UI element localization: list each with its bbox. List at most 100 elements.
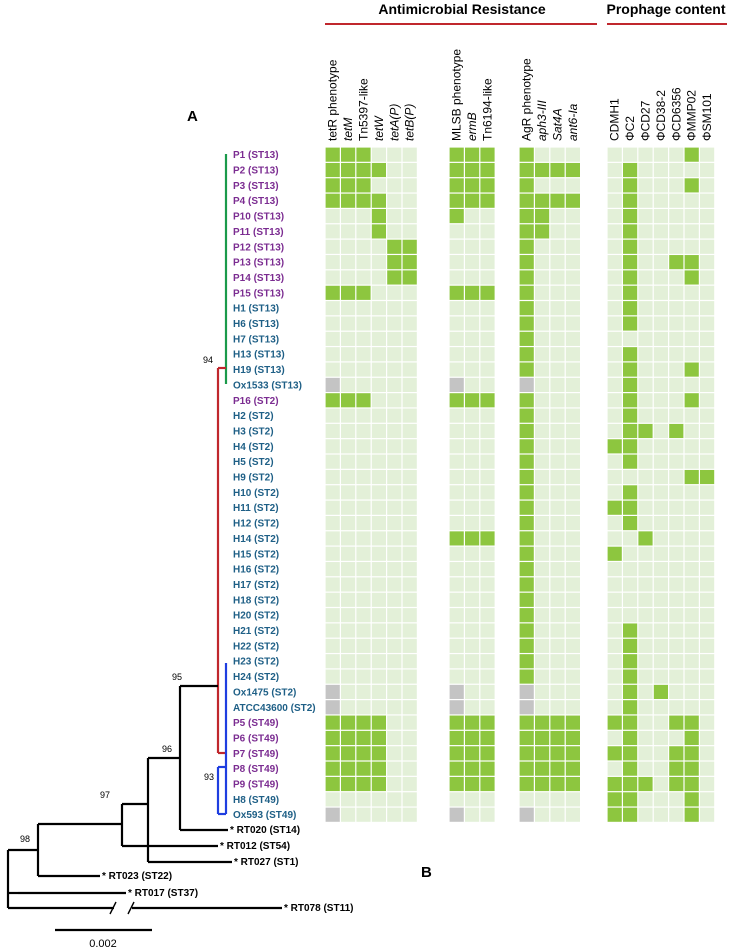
cell-absent [341, 408, 356, 423]
cell-absent [356, 362, 371, 377]
cell-present [341, 730, 356, 746]
cell-absent [550, 239, 565, 254]
cell-present [623, 347, 638, 362]
cell-absent [387, 469, 402, 485]
cell-present [356, 761, 371, 776]
cell-absent [653, 623, 668, 638]
cell-present [623, 193, 638, 208]
cell-absent [371, 531, 386, 546]
column-label: tetM [341, 118, 355, 141]
cell-present [623, 500, 638, 515]
cell-absent [638, 209, 653, 224]
cell-absent [341, 439, 356, 454]
cell-absent [356, 469, 371, 485]
cell-absent [684, 285, 699, 300]
cell-absent [550, 608, 565, 623]
cell-absent [607, 255, 622, 270]
cell-absent [550, 669, 565, 684]
cell-absent [465, 684, 480, 699]
cell-absent [402, 562, 417, 577]
cell-absent [449, 485, 464, 500]
cell-absent [371, 316, 386, 331]
cell-present [356, 730, 371, 746]
tip-label: H10 (ST2) [233, 488, 279, 499]
cell-absent [684, 562, 699, 577]
cell-present [519, 608, 534, 623]
cell-present [535, 162, 550, 178]
cell-absent [325, 454, 340, 469]
cell-absent [653, 469, 668, 485]
cell-absent [565, 408, 580, 423]
cell-present [565, 776, 580, 792]
cell-present [356, 162, 371, 178]
cell-absent [356, 608, 371, 623]
cell-absent [653, 577, 668, 592]
cell-absent [653, 362, 668, 377]
cell-absent [700, 239, 715, 254]
cell-absent [684, 700, 699, 715]
cell-absent [535, 792, 550, 807]
cell-absent [402, 669, 417, 684]
cell-absent [653, 592, 668, 607]
tip-label: H14 (ST2) [233, 534, 279, 545]
cell-absent [387, 577, 402, 592]
cell-absent [402, 608, 417, 623]
cell-absent [550, 301, 565, 316]
cell-present [623, 393, 638, 408]
cell-present [480, 393, 495, 408]
cell-present [535, 746, 550, 761]
cell-absent [449, 792, 464, 807]
tip-labels: P1 (ST13) P2 (ST13) P3 (ST13) P4 (ST13) P10 … [233, 150, 316, 821]
cell-present [519, 746, 534, 761]
cell-absent [607, 408, 622, 423]
cell-absent [638, 792, 653, 807]
cell-absent [480, 638, 495, 653]
cell-absent [371, 285, 386, 300]
cell-absent [535, 316, 550, 331]
cell-absent [341, 239, 356, 254]
cell-absent [535, 546, 550, 561]
branch-break-mark-1 [109, 901, 117, 915]
tip-label: Ox593 (ST49) [233, 810, 296, 821]
cell-absent [371, 239, 386, 254]
cell-absent [684, 608, 699, 623]
cell-absent [535, 485, 550, 500]
cell-absent [669, 162, 684, 178]
cell-absent [480, 316, 495, 331]
cell-absent [700, 178, 715, 193]
cell-absent [387, 316, 402, 331]
cell-present [638, 531, 653, 546]
cell-absent [387, 654, 402, 669]
cell-absent [387, 761, 402, 776]
cell-absent [371, 792, 386, 807]
cell-absent [387, 730, 402, 746]
cell-absent [550, 654, 565, 669]
cell-absent [535, 439, 550, 454]
cell-absent [449, 638, 464, 653]
cell-absent [638, 347, 653, 362]
outgroup-rt012: * RT012 (ST54) [220, 841, 290, 852]
cell-absent [465, 239, 480, 254]
cell-present [371, 209, 386, 224]
cell-absent [550, 807, 565, 822]
cell-absent [402, 362, 417, 377]
cell-absent [684, 331, 699, 346]
cell-absent [356, 316, 371, 331]
cell-absent [480, 577, 495, 592]
cell-absent [356, 700, 371, 715]
cell-present [341, 776, 356, 792]
cell-present [356, 193, 371, 208]
cell-absent [638, 362, 653, 377]
cell-present [480, 531, 495, 546]
cell-present [669, 715, 684, 730]
cell-present [607, 792, 622, 807]
cell-absent [535, 362, 550, 377]
column-label: ΦCD6356 [669, 87, 683, 141]
cell-present [607, 546, 622, 561]
cell-present [535, 715, 550, 730]
cell-absent [402, 531, 417, 546]
cell-absent [638, 162, 653, 178]
cell-absent [607, 469, 622, 485]
tip-label: H7 (ST13) [233, 334, 279, 345]
cell-absent [356, 209, 371, 224]
